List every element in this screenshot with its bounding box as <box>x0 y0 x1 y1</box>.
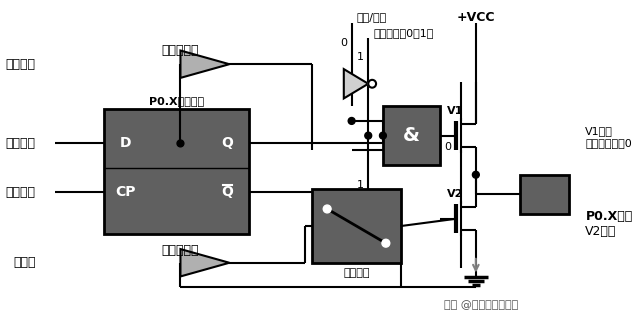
Text: 0: 0 <box>340 38 348 48</box>
Text: P0.X引脚: P0.X引脚 <box>586 210 633 223</box>
Text: &: & <box>403 126 420 145</box>
Text: 1: 1 <box>357 52 364 62</box>
Bar <box>104 109 249 234</box>
Text: P0.X脚锁存器: P0.X脚锁存器 <box>149 97 204 106</box>
Circle shape <box>472 171 479 178</box>
Text: 输入缓冲器: 输入缓冲器 <box>162 44 199 57</box>
Text: 写锁存器: 写锁存器 <box>6 186 36 199</box>
Circle shape <box>368 80 376 88</box>
Bar <box>520 175 569 214</box>
Text: 内部总线: 内部总线 <box>6 137 36 150</box>
Circle shape <box>368 80 376 88</box>
Text: +VCC: +VCC <box>456 11 495 24</box>
Circle shape <box>177 140 184 147</box>
Text: V1截止: V1截止 <box>586 126 613 136</box>
Text: Q: Q <box>221 185 234 199</box>
Text: 读引脚: 读引脚 <box>13 256 36 269</box>
Bar <box>312 189 401 263</box>
Text: CP: CP <box>115 185 136 199</box>
Text: 控制信号（0、1）: 控制信号（0、1） <box>373 28 433 38</box>
Text: D: D <box>120 136 131 150</box>
Text: 输入缓冲器: 输入缓冲器 <box>162 243 199 256</box>
Circle shape <box>380 132 387 139</box>
Text: V2导通: V2导通 <box>586 225 617 238</box>
Text: 头条 @电子工程师小李: 头条 @电子工程师小李 <box>444 300 518 310</box>
Polygon shape <box>344 69 368 98</box>
Text: 1: 1 <box>357 179 364 189</box>
Text: V1: V1 <box>447 106 463 116</box>
Circle shape <box>348 118 355 124</box>
Text: V2: V2 <box>447 189 463 199</box>
Polygon shape <box>180 249 229 277</box>
Circle shape <box>323 205 331 213</box>
Text: 多路开关: 多路开关 <box>343 267 370 278</box>
Text: 读锁存器: 读锁存器 <box>6 58 36 71</box>
Circle shape <box>382 239 390 247</box>
Text: Q: Q <box>221 136 234 150</box>
Text: 地址/数据: 地址/数据 <box>356 12 387 22</box>
Text: 0: 0 <box>445 142 452 152</box>
Circle shape <box>365 132 372 139</box>
Polygon shape <box>180 50 229 78</box>
Bar <box>383 106 440 165</box>
Text: 输出为低电平0: 输出为低电平0 <box>586 138 632 149</box>
